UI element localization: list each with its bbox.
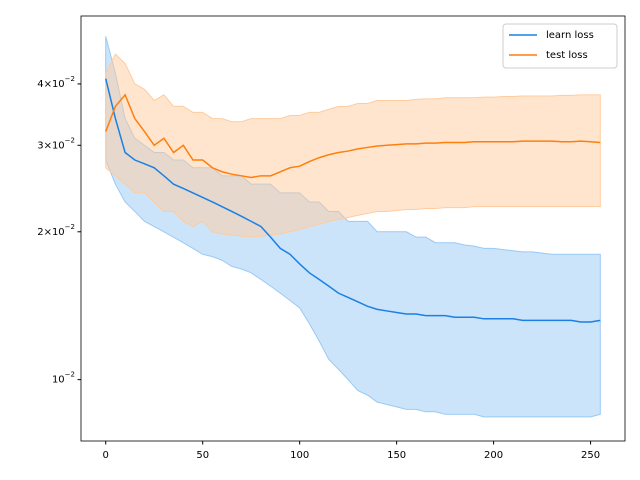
legend-label: learn loss [546,30,594,41]
tick-base: 3×10 [37,140,64,151]
x-tick-label: 0 [103,450,109,461]
tick-exponent: −2 [65,223,75,231]
x-tick-label: 150 [387,450,406,461]
legend-label: test loss [546,50,588,61]
x-tick-label: 200 [484,450,503,461]
y-tick-label: 3×10−2 [37,136,75,151]
tick-exponent: −2 [65,136,75,144]
tick-exponent: −2 [65,75,75,83]
tick-base: 10 [52,375,65,386]
y-tick-label: 4×10−2 [37,75,75,90]
line [104,78,601,323]
x-tick-label: 250 [581,450,600,461]
y-tick-label: 10−2 [52,371,75,386]
y-tick-label: 2×10−2 [37,223,75,238]
error-band [105,53,601,238]
x-tick-label: 50 [196,450,209,461]
plot-frame [80,15,626,442]
line [105,93,601,179]
x-tick-label: 100 [290,450,309,461]
error-band [105,36,601,418]
tick-base: 2×10 [37,227,64,238]
tick-exponent: −2 [65,371,75,379]
tick-base: 4×10 [37,79,64,90]
